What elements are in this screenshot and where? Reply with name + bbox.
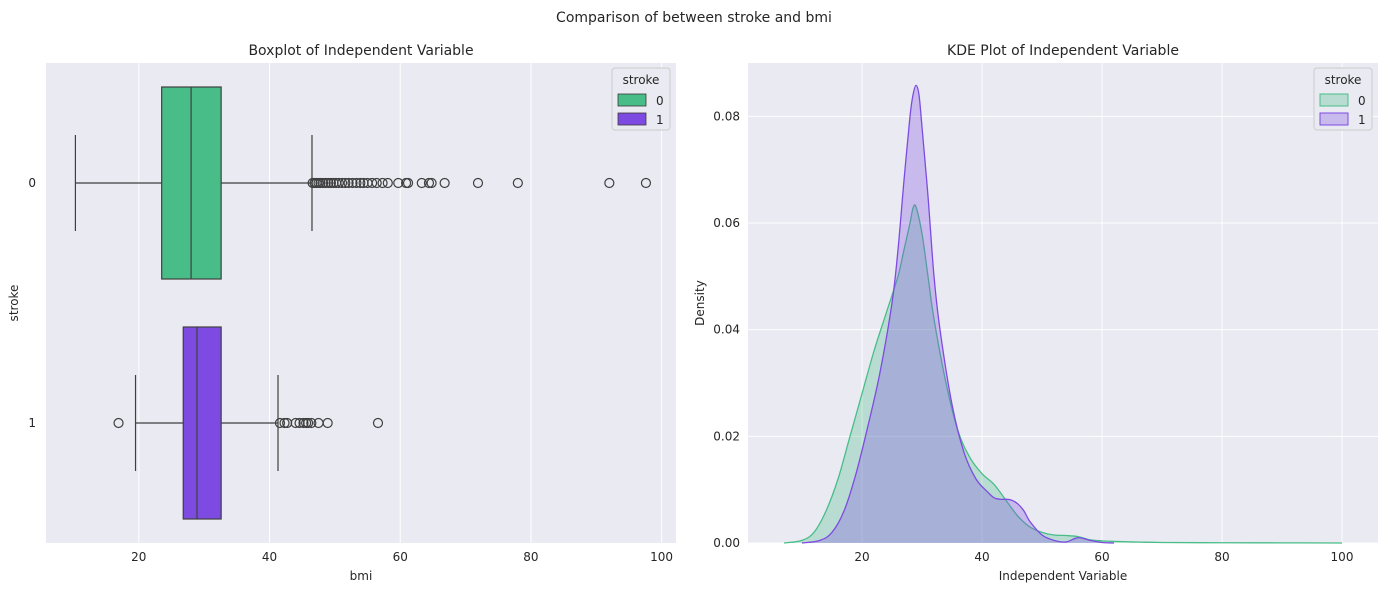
boxplot-outlier [416, 177, 427, 189]
boxplot-xtick-label: 40 [262, 550, 277, 564]
kde-area-series-1 [802, 85, 1114, 544]
boxplot-legend-title: stroke [623, 73, 660, 87]
boxplot-outlier [306, 417, 317, 429]
kde-ylabel: Density [693, 280, 707, 326]
kde-legend-swatch-0 [1319, 93, 1349, 107]
boxplot-outlier [393, 177, 404, 189]
boxplot-outlier [290, 417, 301, 429]
kde-xtick-label: 100 [1331, 550, 1354, 564]
boxplot-outlier [355, 177, 366, 189]
boxplot-outlier [382, 177, 393, 189]
kde-tick-labels: 20 40 60 80 100 0.00 0.02 0.04 0.06 0.08 [713, 109, 1353, 564]
boxplot-outlier [333, 177, 344, 189]
boxplot-outlier [426, 177, 437, 189]
boxplot-box [182, 326, 222, 520]
kde-ytick-label: 0.06 [713, 216, 740, 230]
kde-legend-swatch-1 [1319, 112, 1349, 126]
boxplot-outlier [371, 177, 382, 189]
boxplot-outlier [279, 417, 290, 429]
boxplot-outlier [113, 417, 124, 429]
boxplot-marks [74, 86, 652, 520]
boxplot-outlier [472, 177, 484, 189]
boxplot-outlier [367, 177, 378, 189]
kde-title: KDE Plot of Independent Variable [947, 43, 1179, 59]
boxplot-xtick-label: 80 [523, 550, 538, 564]
boxplot-outlier [325, 177, 337, 189]
boxplot-legend-swatch-0 [617, 93, 647, 107]
boxplot-ytick-label: 1 [28, 416, 36, 430]
kde-legend-label-0: 0 [1358, 94, 1366, 108]
boxplot-outlier [323, 177, 334, 189]
boxplot-ylabel: stroke [7, 285, 21, 322]
kde-xtick-label: 20 [854, 550, 869, 564]
kde-panel: 20 40 60 80 100 0.00 0.02 0.04 0.06 0.08 KDE Plot… [693, 43, 1378, 583]
boxplot-outlier [298, 417, 309, 429]
boxplot-outlier [336, 177, 348, 189]
boxplot-outlier [377, 177, 388, 189]
boxplot-panel: 20 40 60 80 100 0 1 Boxplot of Independent Var… [7, 43, 676, 583]
boxplot-outlier [372, 417, 384, 429]
boxplot-outlier [351, 177, 362, 189]
kde-area-series-0 [784, 204, 1342, 543]
kde-line-series-1 [801, 84, 1115, 544]
kde-ytick-label: 0.08 [713, 109, 740, 123]
boxplot-legend-swatch-1 [617, 112, 647, 126]
kde-xtick-label: 40 [974, 550, 989, 564]
boxplot-plot-area [46, 63, 676, 543]
kde-plot-area [748, 63, 1378, 543]
boxplot-outlier [512, 177, 523, 189]
boxplot-ytick-label: 0 [28, 176, 36, 190]
boxplot-outlier [640, 177, 652, 189]
boxplot-outlier [274, 417, 286, 429]
boxplot-outlier [604, 177, 615, 189]
kde-ytick-label: 0.04 [713, 323, 740, 337]
boxplot-outlier [315, 177, 326, 189]
boxplot-outlier [347, 177, 358, 189]
boxplot-outlier [402, 177, 414, 189]
boxplot-outlier [343, 177, 354, 189]
boxplot-legend-label-0: 0 [656, 94, 664, 108]
boxplot-tick-labels: 20 40 60 80 100 0 1 [28, 176, 673, 564]
boxplot-outlier [340, 177, 351, 189]
kde-legend: stroke 0 1 [1313, 67, 1373, 131]
boxplot-title: Boxplot of Independent Variable [248, 43, 473, 59]
boxplot-xtick-label: 100 [650, 550, 673, 564]
kde-marks [783, 84, 1343, 544]
boxplot-xtick-label: 20 [131, 550, 146, 564]
boxplot-outlier [423, 177, 435, 189]
boxplot-legend: stroke 0 1 [611, 67, 671, 131]
boxplot-xtick-label: 60 [393, 550, 408, 564]
boxplot-outlier [317, 177, 329, 189]
boxplot-outlier [320, 177, 331, 189]
boxplot-outlier [439, 177, 450, 189]
boxplot-xlabel: bmi [350, 569, 373, 583]
boxplot-legend-label-1: 1 [656, 113, 664, 127]
kde-legend-title: stroke [1325, 73, 1362, 87]
boxplot-outlier [302, 417, 314, 429]
boxplot-gridlines [138, 63, 663, 543]
kde-xtick-label: 80 [1214, 550, 1229, 564]
figure-suptitle: Comparison of between stroke and bmi [556, 10, 832, 26]
kde-legend-frame [1313, 67, 1373, 131]
kde-ytick-label: 0.02 [713, 429, 740, 443]
kde-xlabel: Independent Variable [999, 569, 1127, 583]
kde-ytick-label: 0.00 [713, 536, 740, 550]
boxplot-outlier [322, 417, 333, 429]
kde-legend-label-1: 1 [1358, 113, 1366, 127]
kde-xtick-label: 60 [1094, 550, 1109, 564]
